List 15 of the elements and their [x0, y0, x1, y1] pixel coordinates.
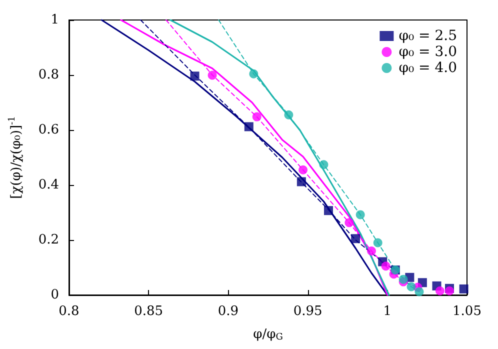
legend-label: φ₀ = 2.5 [398, 28, 457, 44]
x-tick-label: 0.9 [218, 304, 239, 319]
y-tick-label: 0.8 [38, 68, 59, 82]
x-tick-label: 1 [383, 304, 392, 319]
y-tick-label: 0.2 [38, 232, 59, 248]
legend-label: φ₀ = 4.0 [398, 60, 457, 76]
y-tick-label: 0.6 [38, 122, 59, 138]
x-tick-label: 0.85 [134, 304, 164, 319]
x-tick-label: 0.95 [293, 304, 322, 319]
legend-label: φ₀ = 3.0 [398, 44, 457, 60]
y-tick-label: 1 [50, 12, 59, 28]
y-tick-label: 0 [50, 288, 59, 302]
x-tick-label: 1.05 [452, 304, 482, 319]
y-axis-title: [χ(φ)/χ(φ₀)]-1 [8, 116, 24, 199]
y-tick-label: 0.4 [38, 178, 59, 192]
